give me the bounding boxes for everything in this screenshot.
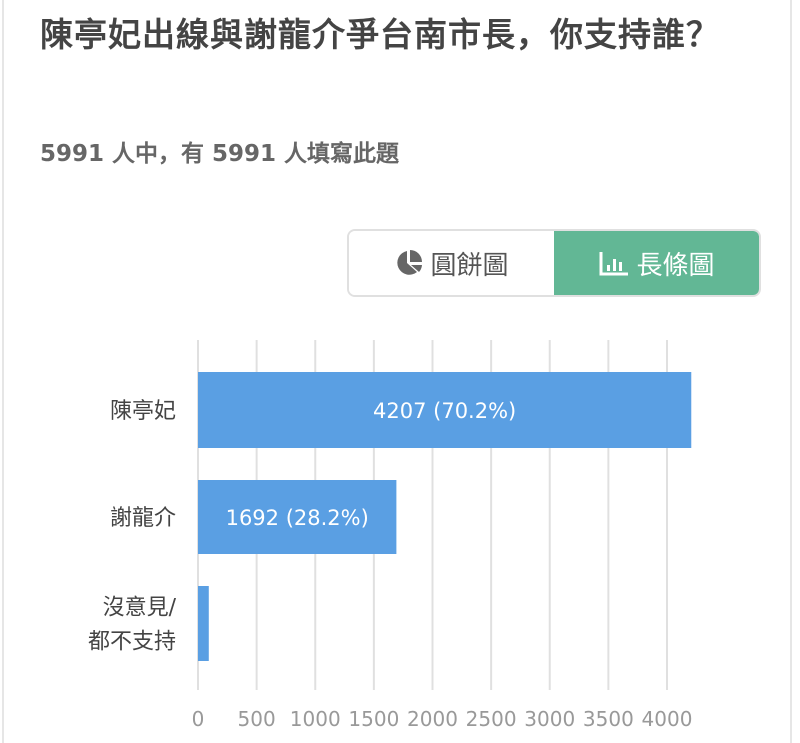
bar-chart-icon	[599, 252, 629, 276]
chart-type-toggle: 圓餅圖 長條圖	[347, 229, 761, 297]
question-title: 陳亭妃出線與謝龍介爭台南市長，你支持誰？	[40, 15, 720, 54]
pie-chart-button[interactable]: 圓餅圖	[349, 231, 554, 295]
pie-chart-label: 圓餅圖	[430, 250, 509, 281]
bar-chart-button[interactable]: 長條圖	[554, 231, 759, 295]
pie-chart-icon	[397, 250, 423, 275]
response-count: 5991 人中，有 5991 人填寫此題	[40, 141, 400, 167]
bar-chart-label: 長條圖	[636, 250, 715, 281]
